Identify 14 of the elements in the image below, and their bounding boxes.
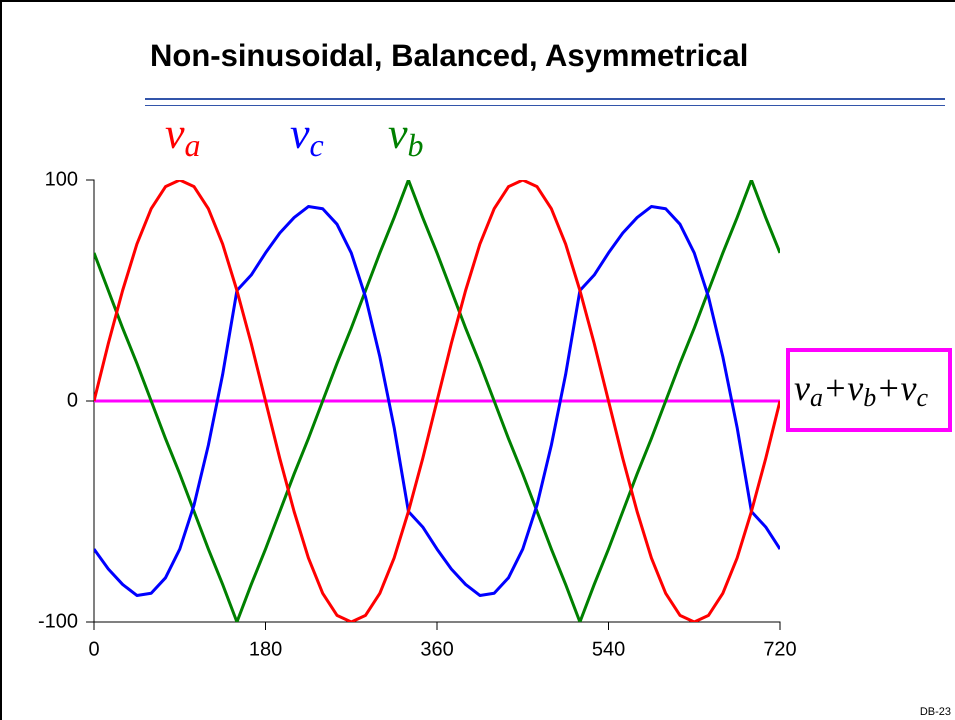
y-tick-label: 100: [44, 168, 78, 191]
text: DB-23: [920, 706, 951, 718]
series-label: v$_{a}$+v$_{b}$+v$_{c}$: [794, 368, 928, 412]
x-tick-label: 0: [88, 638, 100, 661]
y-tick-label: 0: [66, 390, 78, 412]
chart-title: Non-sinusoidal, Balanced, Asymmetrical: [150, 38, 748, 74]
y-tick-label: -100: [38, 610, 78, 633]
series-label: v$_{a}$: [165, 109, 201, 163]
series-label: v$_{b}$: [388, 109, 424, 163]
series-label: v$_{c}$: [290, 109, 324, 163]
x-tick-label: 540: [592, 638, 626, 661]
x-tick-label: 180: [248, 638, 282, 661]
x-tick-label: 720: [763, 638, 797, 661]
x-tick-label: 360: [420, 638, 454, 661]
